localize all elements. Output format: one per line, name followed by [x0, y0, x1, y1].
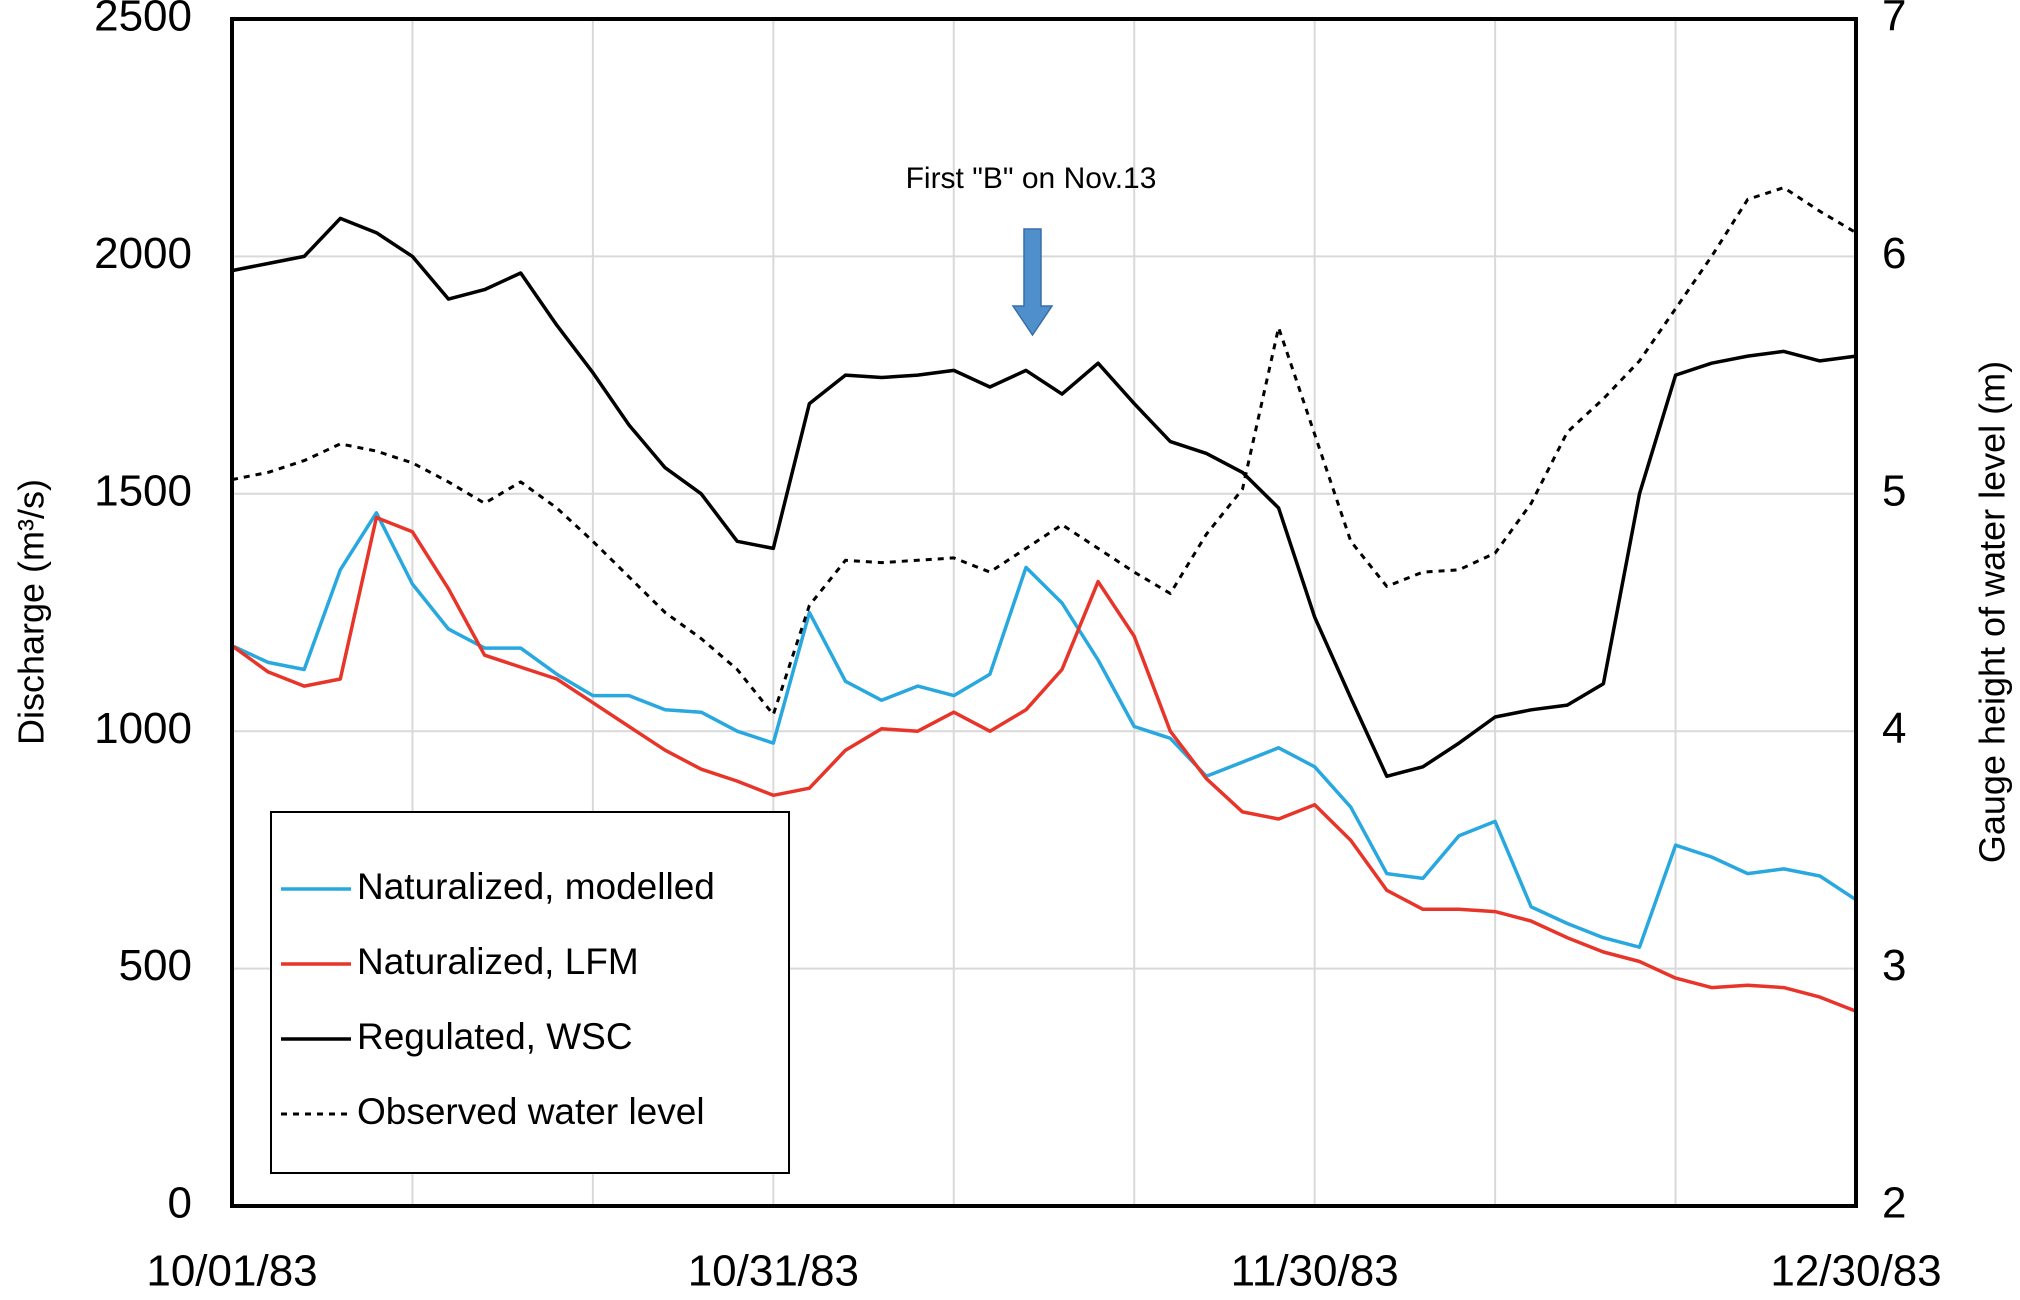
y2-tick-label: 6: [1882, 229, 1906, 278]
y2-tick-label: 3: [1882, 941, 1906, 990]
series-line: [230, 515, 1857, 1013]
y2-tick-label: 2: [1882, 1179, 1906, 1228]
x-tick-label: 10/31/83: [688, 1247, 859, 1296]
plot-frame: [230, 17, 1858, 1208]
annotation-arrow: [1011, 228, 1054, 337]
x-tick-label: 11/30/83: [1231, 1247, 1399, 1296]
y2-tick-label: 4: [1882, 704, 1906, 753]
y-axis-title: Discharge (m³/s): [11, 479, 52, 745]
y-tick-label: 500: [119, 941, 192, 990]
y2-tick-label: 5: [1882, 466, 1906, 515]
y2-axis-title: Gauge height of water level (m): [1972, 361, 2013, 863]
x-tick-label: 12/30/83: [1770, 1247, 1941, 1296]
legend-label: Naturalized, LFM: [357, 941, 639, 982]
series-line: [231, 511, 1857, 949]
y-tick-label: 2000: [94, 229, 192, 278]
y-tick-label: 1500: [94, 466, 192, 515]
series-line: [231, 186, 1857, 717]
series-line: [231, 216, 1857, 779]
y2-tick-label: 7: [1882, 0, 1906, 41]
plot-lines: [230, 186, 1857, 1013]
legend-label: Naturalized, modelled: [357, 866, 715, 907]
y-tick-label: 0: [168, 1179, 192, 1228]
x-tick-label: 10/01/83: [146, 1247, 317, 1296]
y-tick-label: 1000: [94, 704, 192, 753]
annotation: First "B" on Nov.13: [906, 162, 1157, 195]
legend-label: Regulated, WSC: [357, 1016, 633, 1057]
legend-box: [270, 811, 790, 1174]
y-tick-label: 2500: [94, 0, 192, 41]
legend-label: Observed water level: [357, 1091, 705, 1132]
